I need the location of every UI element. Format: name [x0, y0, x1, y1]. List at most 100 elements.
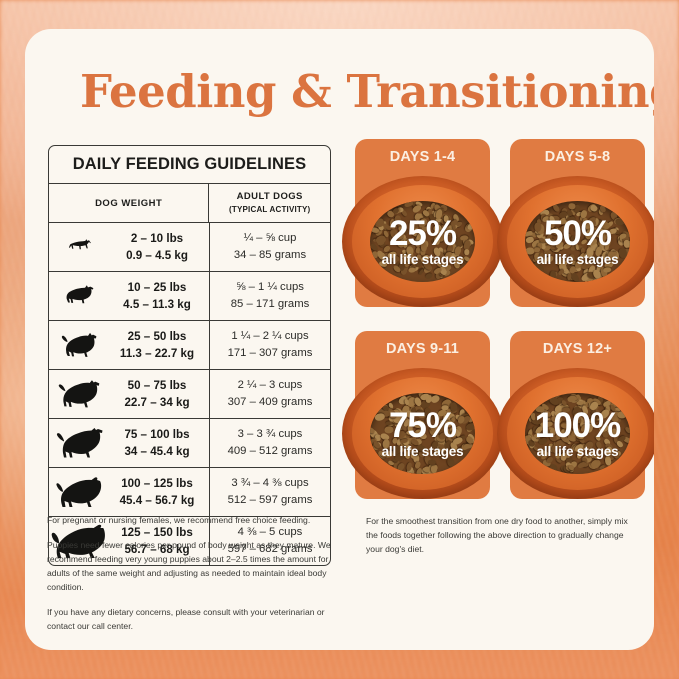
card-percentage-block: 100% all life stages [510, 406, 645, 458]
portion-amount: 3 – 3 ¾ cups 409 – 512 grams [228, 426, 313, 460]
portion-cups: 3 – 3 ¾ cups [237, 428, 303, 441]
weight-range: 125 – 150 lbs 56.7 – 68 kg [111, 524, 209, 559]
card-subtitle: all life stages [381, 443, 464, 459]
card-days-label: DAYS 9-11 [385, 341, 459, 357]
weight-lbs: 50 – 75 lbs [127, 378, 187, 392]
weight-range: 50 – 75 lbs 22.7 – 34 kg [111, 377, 209, 412]
dog-silhouette-xsmall [49, 238, 111, 257]
weight-kg: 22.7 – 34 kg [124, 396, 190, 410]
portion-amount: 4 ⅜ – 5 cups 597 – 682 grams [228, 524, 313, 558]
dog-weight-cell: 75 – 100 lbs 34 – 45.4 kg [49, 419, 209, 467]
portion-grams: 597 – 682 grams [227, 543, 313, 556]
table-body: 2 – 10 lbs 0.9 – 4.5 kg ¼ – ⅝ cup 34 – 85 g… [49, 223, 330, 566]
card-percentage-block: 25% all life stages [355, 214, 490, 266]
adult-portion-cell: 3 ¾ – 4 ⅜ cups 512 – 597 grams [209, 468, 330, 517]
adult-portion-cell: ⅝ – 1 ¼ cups 85 – 171 grams [209, 272, 330, 321]
kibble-fill [525, 200, 630, 283]
adult-portion-cell: 2 ¼ – 3 cups 307 – 409 grams [209, 370, 330, 419]
portion-amount: 3 ¾ – 4 ⅜ cups 512 – 597 grams [228, 475, 313, 509]
note-dietary-concerns: If you have any dietary concerns, please… [47, 606, 325, 631]
weight-lbs: 10 – 25 lbs [127, 280, 187, 294]
portion-cups: 4 ⅜ – 5 cups [237, 526, 303, 539]
card-percent: 50% [543, 214, 612, 253]
adult-portion-cell: 1 ¼ – 2 ¼ cups 171 – 307 grams [209, 321, 330, 370]
card-percentage-block: 50% all life stages [510, 214, 645, 267]
weight-lbs: 2 – 10 lbs [130, 231, 184, 245]
portion-cups: 3 ¾ – 4 ⅜ cups [231, 477, 309, 490]
weight-kg: 34 – 45.4 kg [124, 445, 190, 459]
weight-kg: 0.9 – 4.5 kg [126, 249, 188, 263]
bowl-outer [497, 368, 654, 499]
transition-card: DAYS 5-8 50% all life stages [497, 139, 654, 307]
card-days-label: DAYS 12+ [542, 341, 613, 357]
transition-card: DAYS 12+ 100% all life stages [497, 331, 654, 499]
feeding-notes: For pregnant or nursing females, we reco… [47, 514, 347, 633]
weight-lbs: 25 – 50 lbs [127, 329, 187, 343]
card-percent: 75% [388, 406, 457, 445]
portion-grams: 409 – 512 grams [227, 445, 313, 458]
food-bowl [342, 368, 503, 499]
column-header-adult-dogs: ADULT DOGS (TYPICAL ACTIVITY) [208, 184, 330, 223]
weight-range: 75 – 100 lbs 34 – 45.4 kg [111, 426, 209, 461]
adult-portion-cell: 4 ⅜ – 5 cups 597 – 682 grams [209, 517, 330, 566]
weight-kg: 11.3 – 22.7 kg [119, 347, 195, 361]
bowl-outer [342, 176, 503, 307]
portion-grams: 171 – 307 grams [227, 347, 313, 360]
portion-amount: ¼ – ⅝ cup 34 – 85 grams [234, 230, 306, 264]
infographic-card: Feeding & Transitioning DAILY FEEDING GU… [25, 29, 654, 650]
table-title: DAILY FEEDING GUIDELINES [49, 146, 330, 184]
bowl-rim [351, 185, 494, 298]
card-percentage-block: 75% all life stages [355, 406, 490, 459]
bowl-outer [342, 368, 503, 499]
weight-kg: 4.5 – 11.3 kg [123, 298, 191, 312]
bowl-outer [497, 176, 654, 307]
table-row: 100 – 125 lbs 45.4 – 56.7 kg 3 ¾ – 4 ⅜ cup… [49, 468, 330, 518]
weight-range: 100 – 125 lbs 45.4 – 56.7 kg [111, 475, 209, 510]
kibble-fill [525, 392, 630, 475]
table-row: 75 – 100 lbs 34 – 45.4 kg 3 – 3 ¾ cups 409 … [49, 419, 330, 469]
card-subtitle: all life stages [536, 251, 619, 267]
note-puppies: Puppies need fewer calories per pound of… [47, 539, 331, 592]
portion-amount: 1 ¼ – 2 ¼ cups 171 – 307 grams [228, 328, 313, 362]
dog-weight-cell: 125 – 150 lbs 56.7 – 68 kg [49, 517, 209, 565]
dog-silhouette-medium [49, 380, 111, 408]
table-row: 50 – 75 lbs 22.7 – 34 kg 2 ¼ – 3 cups 307 –… [49, 370, 330, 420]
dog-weight-cell: 2 – 10 lbs 0.9 – 4.5 kg [49, 223, 209, 271]
dog-weight-cell: 10 – 25 lbs 4.5 – 11.3 kg [49, 272, 209, 320]
portion-amount: ⅝ – 1 ¼ cups 85 – 171 grams [231, 279, 310, 313]
kibble-fill [370, 200, 475, 283]
column-header-adult-dogs-main: ADULT DOGS [236, 191, 303, 202]
weight-kg: 56.7 – 68 kg [124, 543, 190, 557]
transition-card: DAYS 1-4 25% all life stages [342, 139, 503, 307]
page-title: Feeding & Transitioning [80, 65, 654, 118]
portion-grams: 85 – 171 grams [230, 298, 310, 311]
transition-schedule: DAYS 1-4 25% all life stages DAYS 5-8 50% all… [342, 139, 654, 499]
dog-silhouette-giant [49, 524, 111, 559]
portion-amount: 2 ¼ – 3 cups 307 – 409 grams [228, 377, 313, 411]
portion-grams: 307 – 409 grams [227, 396, 313, 409]
bowl-rim [506, 377, 649, 490]
feeding-guidelines-table: DAILY FEEDING GUIDELINES DOG WEIGHT ADUL… [48, 145, 331, 567]
dog-weight-cell: 50 – 75 lbs 22.7 – 34 kg [49, 370, 209, 418]
dog-silhouette-small [49, 285, 111, 307]
column-header-adult-dogs-sub: (TYPICAL ACTIVITY) [229, 204, 311, 214]
food-bowl [342, 176, 503, 307]
dog-silhouette-large [49, 427, 111, 459]
note-pregnant: For pregnant or nursing females, we reco… [47, 515, 311, 525]
card-percent: 100% [534, 406, 622, 445]
table-row: 125 – 150 lbs 56.7 – 68 kg 4 ⅜ – 5 cups 597… [49, 517, 330, 566]
table-header-row: DOG WEIGHT ADULT DOGS (TYPICAL ACTIVITY) [49, 184, 330, 224]
card-days-label: DAYS 5-8 [544, 149, 611, 165]
portion-cups: ¼ – ⅝ cup [243, 232, 297, 245]
dog-silhouette-xlarge [49, 477, 111, 508]
dog-silhouette-smed [49, 332, 111, 359]
column-header-dog-weight: DOG WEIGHT [95, 198, 163, 210]
portion-grams: 34 – 85 grams [233, 249, 307, 262]
weight-range: 2 – 10 lbs 0.9 – 4.5 kg [111, 230, 209, 265]
weight-range: 10 – 25 lbs 4.5 – 11.3 kg [111, 279, 209, 314]
transition-note: For the smoothest transition from one dr… [366, 516, 628, 554]
portion-grams: 512 – 597 grams [227, 494, 313, 507]
portion-cups: 1 ¼ – 2 ¼ cups [231, 330, 309, 343]
weight-lbs: 100 – 125 lbs [121, 476, 193, 490]
card-percent: 25% [388, 214, 457, 253]
